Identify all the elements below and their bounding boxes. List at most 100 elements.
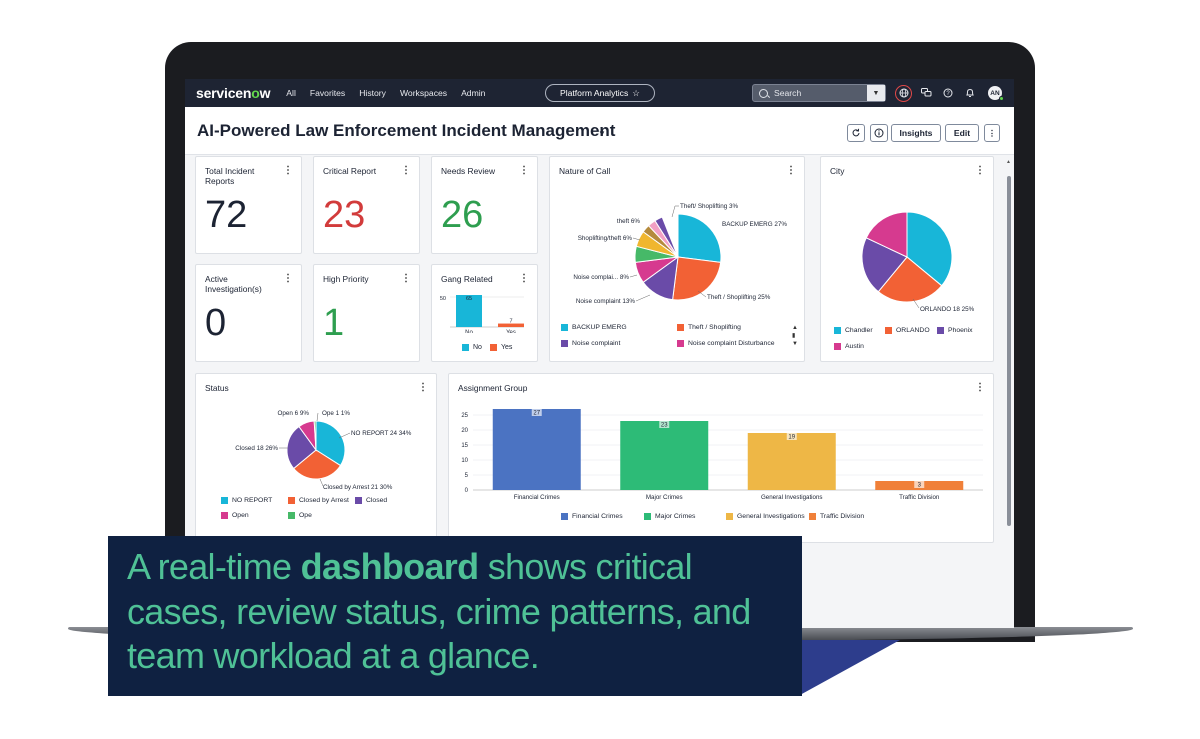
- kpi-label: Critical Report: [323, 166, 377, 176]
- y-tick-label: 5: [465, 473, 469, 479]
- card-menu-icon[interactable]: ⋮: [786, 165, 796, 176]
- chart-card-city[interactable]: City ⋮ ORLANDO 18 25% Chandler ORLANDO P…: [820, 156, 994, 362]
- nav-admin[interactable]: Admin: [461, 88, 486, 98]
- bar: [620, 421, 709, 490]
- kpi-card-high-priority[interactable]: High Priority ⋮ 1: [313, 264, 420, 362]
- dashboard-scrollbar[interactable]: [1007, 176, 1011, 526]
- nav-history[interactable]: History: [359, 88, 386, 98]
- card-menu-icon[interactable]: ⋮: [418, 382, 428, 393]
- legend-item-theft-shoplifting[interactable]: Theft / Shoplifting: [677, 324, 741, 331]
- city-pie-chart: ORLANDO 18 25%: [861, 211, 975, 313]
- legend-swatch: [834, 327, 841, 334]
- leader-line: [671, 205, 679, 218]
- pie-label-no-report: NO REPORT 24 34%: [351, 430, 412, 437]
- legend-label: ORLANDO: [896, 327, 930, 334]
- kpi-card-total-incidents[interactable]: Total Incident Reports ⋮ 72: [195, 156, 302, 254]
- status-pie-chart: Open 6 9% Ope 1 1% NO REPORT 24 34% Closed …: [235, 410, 412, 491]
- leader-line: [316, 412, 319, 422]
- leader-line: [635, 294, 651, 302]
- legend-item-noise-disturbance[interactable]: Noise complaint Disturbance: [677, 340, 775, 347]
- legend-label: Major Crimes: [655, 513, 696, 520]
- leader-line: [632, 237, 641, 241]
- legend-swatch: [561, 340, 568, 347]
- data-label: 19: [788, 435, 795, 441]
- legend-item-chandler[interactable]: Chandler: [834, 327, 873, 334]
- legend-swatch: [288, 512, 295, 519]
- legend-item-financial-crimes[interactable]: Financial Crimes: [561, 513, 623, 520]
- kpi-card-critical-report[interactable]: Critical Report ⋮ 23: [313, 156, 420, 254]
- legend-item-no[interactable]: No: [462, 344, 482, 351]
- card-menu-icon[interactable]: ⋮: [283, 165, 293, 176]
- legend-item-ope[interactable]: Ope: [288, 512, 312, 519]
- nature-of-call-slice: [654, 216, 679, 258]
- legend-item-no-report[interactable]: NO REPORT: [221, 497, 272, 504]
- card-menu-icon[interactable]: ⋮: [975, 165, 985, 176]
- legend-item-austin[interactable]: Austin: [834, 343, 864, 350]
- more-options-button[interactable]: ⋮: [984, 124, 1000, 142]
- legend-item-backup-emerg[interactable]: BACKUP EMERG: [561, 324, 627, 331]
- star-icon[interactable]: ☆: [632, 87, 640, 98]
- legend-item-major-crimes[interactable]: Major Crimes: [644, 513, 695, 520]
- info-icon: [874, 128, 884, 138]
- kpi-label: Active Investigation(s): [205, 274, 262, 294]
- pie-label-open: Open 6 9%: [277, 410, 309, 417]
- legend-item-noise-complaint[interactable]: Noise complaint: [561, 340, 620, 347]
- global-search-input[interactable]: Search ▼: [752, 84, 886, 102]
- card-menu-icon[interactable]: ⋮: [401, 165, 411, 176]
- chart-title: Status: [205, 383, 229, 393]
- chevron-down-icon[interactable]: ▼: [867, 85, 885, 101]
- kpi-value: 26: [441, 194, 484, 236]
- nav-favorites[interactable]: Favorites: [309, 88, 346, 98]
- gang-related-bar-chart: 50 65 No 7 Yes: [440, 295, 524, 333]
- legend-item-yes[interactable]: Yes: [490, 344, 512, 351]
- search-icon: [759, 88, 768, 98]
- pie-label-ope: Ope 1 1%: [322, 410, 350, 417]
- card-menu-icon[interactable]: ⋮: [401, 273, 411, 284]
- legend-item-phoenix[interactable]: Phoenix: [937, 327, 973, 334]
- chart-title: Gang Related: [441, 274, 493, 284]
- legend-swatch: [561, 513, 568, 520]
- insights-button[interactable]: Insights: [891, 124, 941, 142]
- legend-label: Phoenix: [948, 327, 973, 334]
- legend-swatch: [726, 513, 733, 520]
- legend-item-closed-by-arrest[interactable]: Closed by Arrest: [288, 497, 349, 504]
- edit-button[interactable]: Edit: [945, 124, 979, 142]
- x-tick-label: Financial Crimes: [514, 494, 560, 501]
- kpi-value: 0: [205, 302, 227, 344]
- bell-icon[interactable]: [963, 86, 977, 100]
- chart-card-gang-related[interactable]: Gang Related ⋮ 50 65 No 7 Yes No Yes: [431, 264, 538, 362]
- nav-workspaces[interactable]: Workspaces: [399, 88, 448, 98]
- scroll-up-arrow[interactable]: ▲: [1006, 159, 1011, 165]
- card-menu-icon[interactable]: ⋮: [975, 382, 985, 393]
- refresh-button[interactable]: [847, 124, 865, 142]
- chart-card-assignment-group[interactable]: Assignment Group ⋮ 0 5 10 15 20 25 27 Financial…: [448, 373, 994, 543]
- legend-scroll-icon[interactable]: ▲ ▮ ▼: [792, 325, 798, 347]
- legend-item-traffic-division[interactable]: Traffic Division: [809, 513, 864, 520]
- legend-item-orlando[interactable]: ORLANDO: [885, 327, 930, 334]
- legend-item-closed[interactable]: Closed: [355, 497, 387, 504]
- y-tick-label: 15: [461, 443, 468, 449]
- kpi-card-needs-review[interactable]: Needs Review ⋮ 26: [431, 156, 538, 254]
- nav-all[interactable]: All: [286, 88, 296, 98]
- chart-title: City: [830, 166, 845, 176]
- legend-label: Closed by Arrest: [299, 497, 349, 504]
- user-avatar[interactable]: AN: [988, 86, 1002, 100]
- title-dropdown-icon[interactable]: ▼: [598, 129, 606, 138]
- help-icon[interactable]: ?: [941, 86, 955, 100]
- card-menu-icon[interactable]: ⋮: [283, 273, 293, 284]
- card-menu-icon[interactable]: ⋮: [519, 273, 529, 284]
- context-pill-label: Platform Analytics: [559, 88, 629, 98]
- chart-card-nature-of-call[interactable]: Nature of Call ⋮ Theft/ Shoplifting 3% BA…: [549, 156, 805, 362]
- card-menu-icon[interactable]: ⋮: [519, 165, 529, 176]
- legend-item-general-investigations[interactable]: General Investigations: [726, 513, 805, 520]
- data-label-bg: [914, 481, 925, 488]
- legend-item-open[interactable]: Open: [221, 512, 249, 519]
- chart-title: Assignment Group: [458, 383, 528, 393]
- chart-card-status[interactable]: Status ⋮ Open 6 9% Ope 1 1% NO REPORT 24 3…: [195, 373, 437, 543]
- info-button[interactable]: [870, 124, 888, 142]
- kpi-card-active-investigations[interactable]: Active Investigation(s) ⋮ 0: [195, 264, 302, 362]
- chat-icon[interactable]: [919, 86, 933, 100]
- servicenow-logo[interactable]: servicenow: [196, 85, 271, 101]
- context-pill-platform-analytics[interactable]: Platform Analytics ☆: [545, 84, 655, 102]
- globe-icon[interactable]: [895, 84, 912, 102]
